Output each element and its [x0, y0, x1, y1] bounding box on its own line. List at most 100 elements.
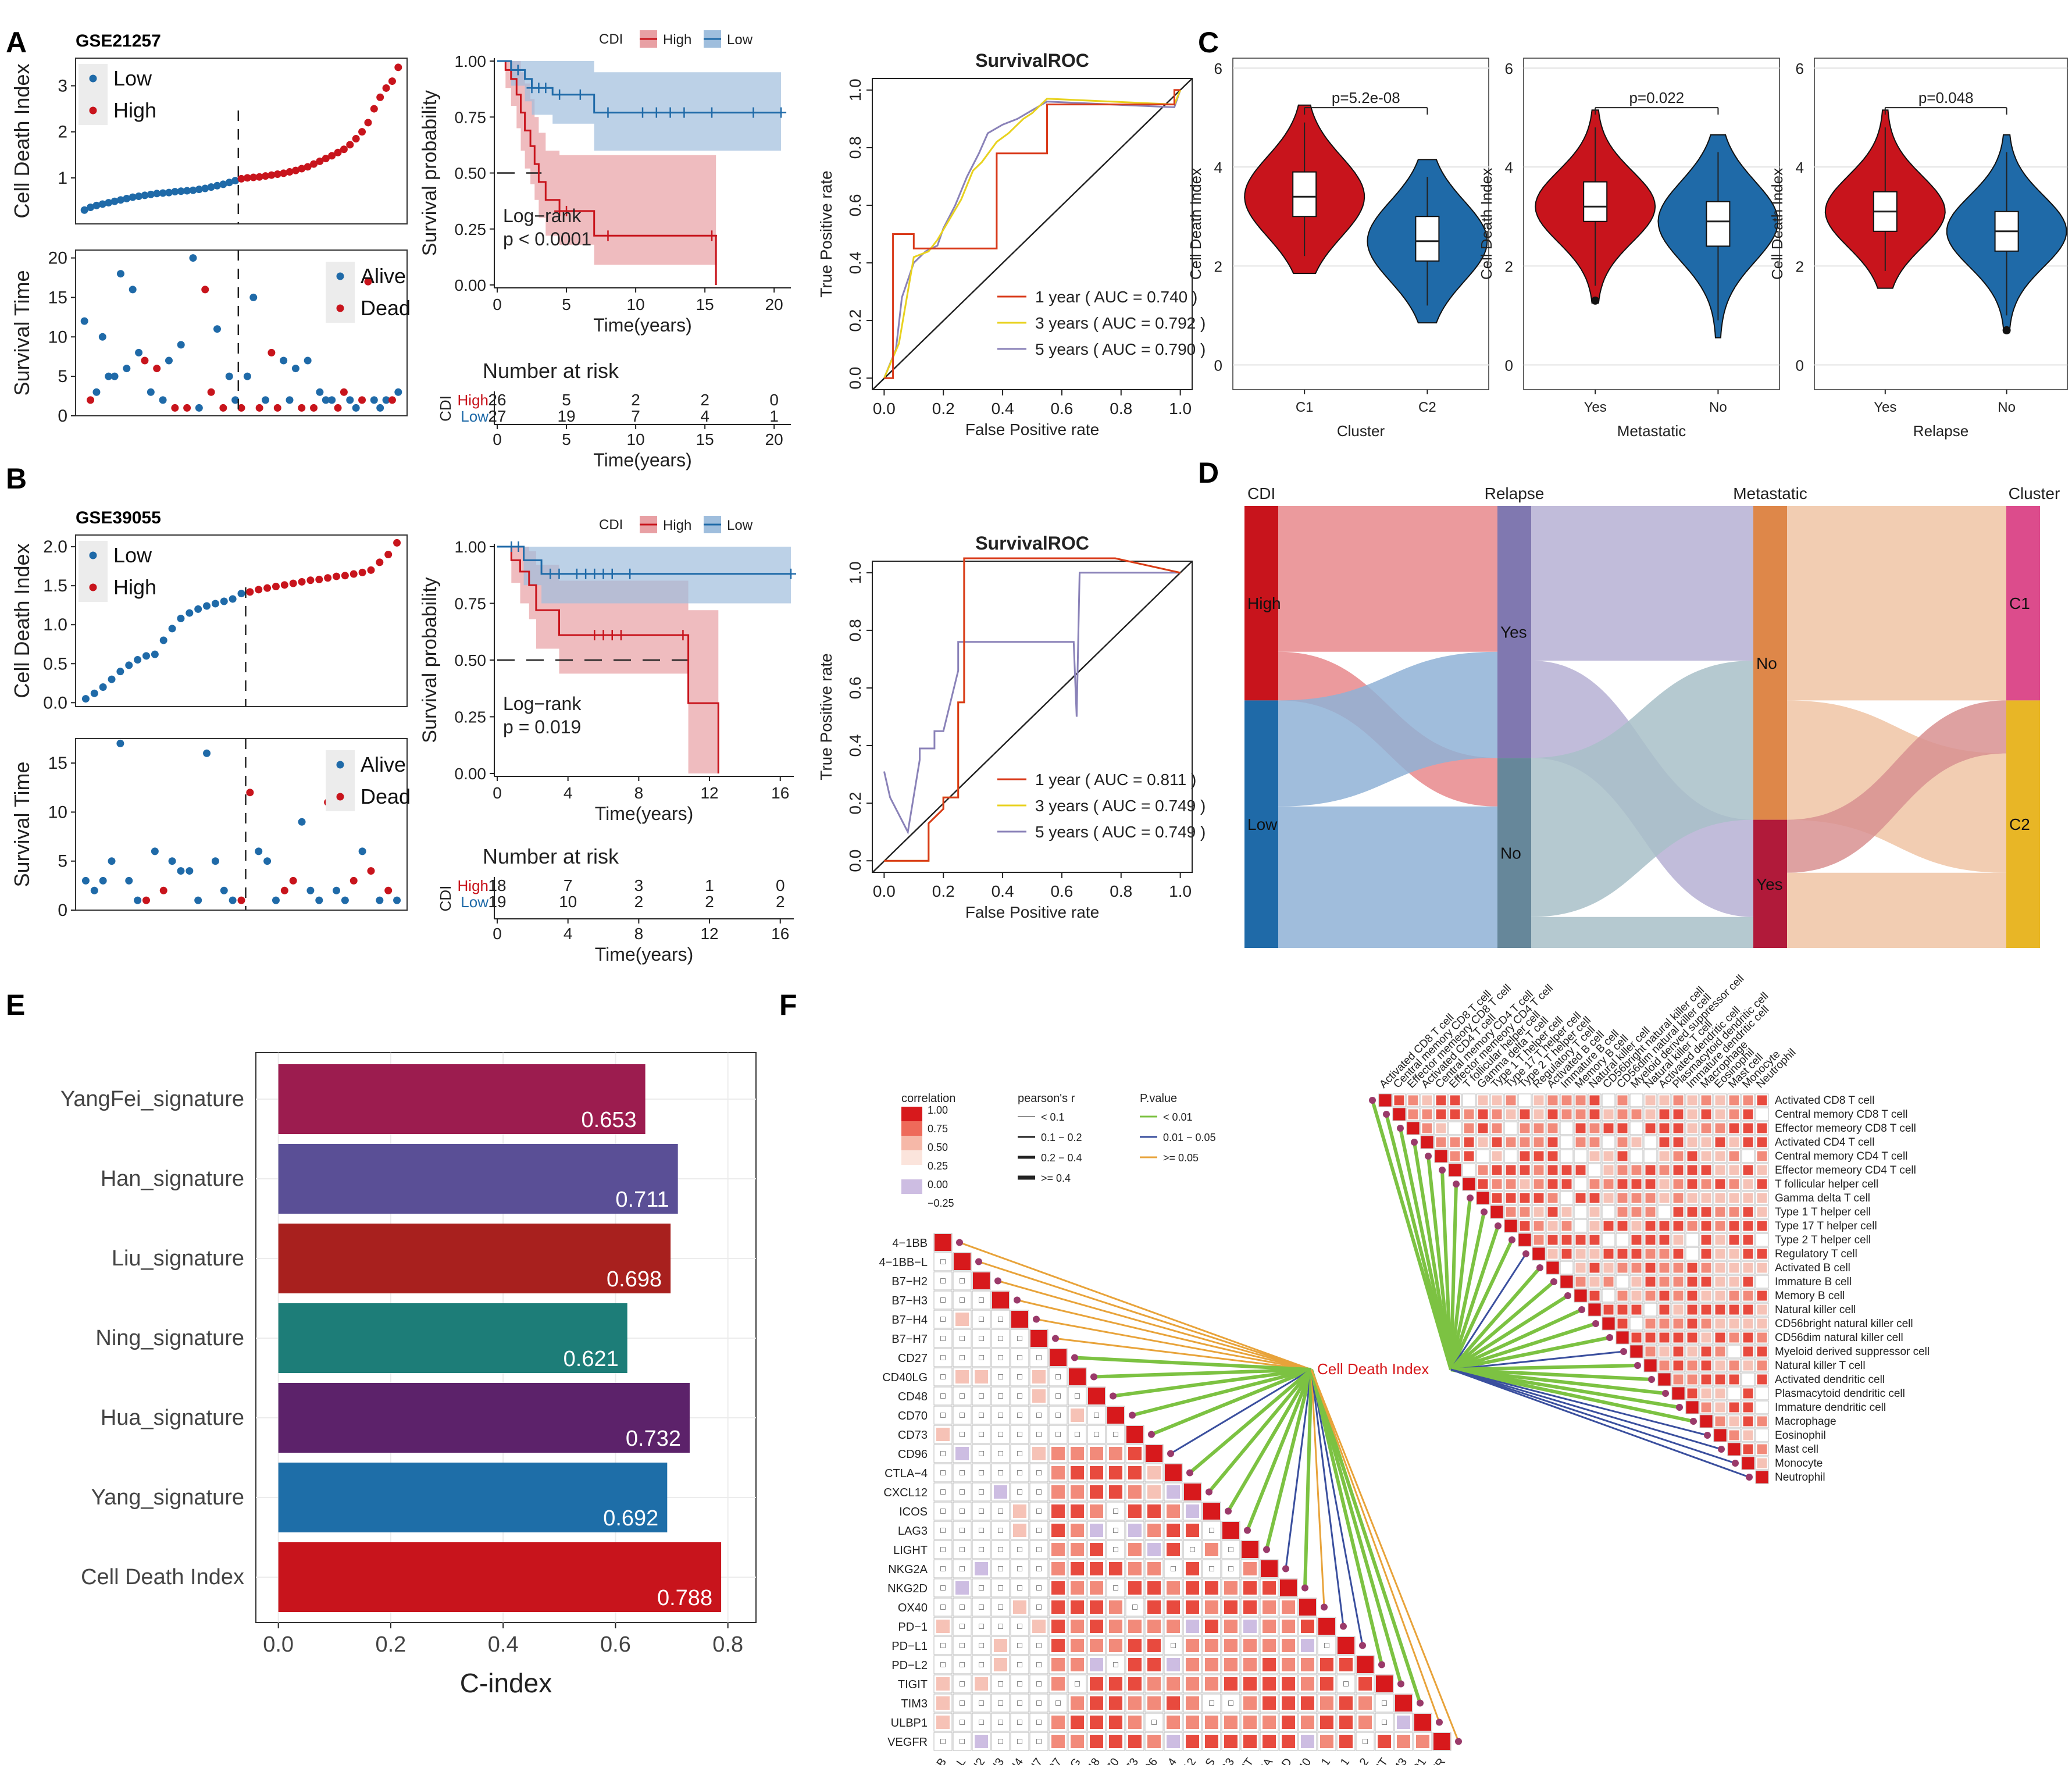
- B_cdi-point: [168, 625, 176, 633]
- F-cell-cell-fill: [1547, 1179, 1558, 1189]
- F-checkpoint-cell-fill: [940, 1470, 946, 1475]
- F-cell-cell-fill: [1691, 1238, 1694, 1242]
- F-checkpoint-label: VEGFR: [887, 1736, 928, 1749]
- F-cell-cell-fill: [1757, 1458, 1767, 1468]
- F-cell-cell-fill: [1506, 1207, 1516, 1217]
- F-checkpoint-cell-fill: [998, 1432, 1003, 1437]
- B_km-ytick-label: 1.00: [455, 538, 487, 556]
- F-cell-cell-fill: [1547, 1151, 1558, 1161]
- B_roc-ytick-label: 0.4: [846, 734, 864, 757]
- B_time-point: [272, 896, 280, 904]
- F-cell-cell-fill: [1492, 1193, 1502, 1203]
- F-cell-cell-fill: [1645, 1179, 1656, 1189]
- F-checkpoint-cell-fill: [1051, 1639, 1065, 1652]
- D-axis-label: Relapse: [1485, 484, 1545, 502]
- A_cdi-point: [195, 186, 203, 194]
- F-cell-cell-fill: [1631, 1235, 1642, 1245]
- A_time-point: [310, 404, 318, 412]
- F-checkpoint-cell-fill: [1167, 1696, 1180, 1710]
- A_km-risk-value: 1: [769, 407, 779, 425]
- C-metastatic-xtick-label: Yes: [1584, 400, 1607, 415]
- F-cell-cell-fill: [1504, 1220, 1517, 1232]
- F-checkpoint-label: CXCL12: [883, 1486, 928, 1499]
- F-cell-cell-fill: [1715, 1360, 1725, 1371]
- F-checkpoint-cell-fill: [955, 1447, 969, 1460]
- F-checkpoint-cell-fill: [1071, 1620, 1084, 1633]
- E-bar-6: [278, 1542, 722, 1612]
- F-checkpoint-cell-fill: [1071, 1600, 1084, 1614]
- F-cell-cell-fill: [1673, 1318, 1684, 1329]
- F-cell-label: Myeloid derived suppressor cell: [1775, 1346, 1930, 1358]
- F-checkpoint-cell-fill: [1017, 1720, 1022, 1725]
- E-value-label: 0.788: [657, 1586, 712, 1610]
- F-checkpoint-cell-fill: [1147, 1562, 1161, 1575]
- A_roc-ytick-label: 0.4: [846, 252, 864, 274]
- F-checkpoint-cell-fill: [1036, 1489, 1042, 1495]
- F-cell-cell-fill: [1589, 1137, 1600, 1147]
- F-cell-cell-fill: [1659, 1360, 1670, 1371]
- F-checkpoint-cell-fill: [998, 1547, 1003, 1552]
- F-cell-cell-fill: [1645, 1109, 1656, 1119]
- F-checkpoint-cell-fill: [1109, 1600, 1122, 1614]
- F-cell-cell-fill: [1760, 1406, 1764, 1409]
- F-checkpoint-cell-fill: [1301, 1696, 1314, 1710]
- A_cdi-point: [237, 174, 245, 183]
- F-cell-cell-fill: [1520, 1221, 1530, 1231]
- A_km-risk-value: 19: [557, 407, 575, 425]
- F-cell-cell-fill: [1436, 1109, 1446, 1119]
- F-checkpoint-cell-fill: [1017, 1374, 1022, 1379]
- A_roc-xtick-label: 1.0: [1169, 400, 1192, 418]
- A_time-point: [364, 277, 372, 286]
- F-cell-cell-fill: [1436, 1137, 1446, 1147]
- F-checkpoint-cell-fill: [1186, 1562, 1199, 1575]
- F-checkpoint-cell-fill: [1094, 1413, 1099, 1418]
- F-checkpoint-cell-fill: [1243, 1677, 1257, 1691]
- F-cell-cell-fill: [1631, 1304, 1642, 1315]
- F-cell-cell-fill: [1743, 1290, 1753, 1301]
- B_time-legend-label: Alive: [361, 753, 406, 776]
- F-cell-cell-fill: [1506, 1109, 1516, 1119]
- F-checkpoint-cell-fill: [1036, 1355, 1042, 1360]
- A_cdi-point: [153, 190, 161, 198]
- F-cell-cell-fill: [1715, 1388, 1725, 1399]
- F-checkpoint-cell-fill: [940, 1355, 946, 1360]
- F-checkpoint-cell-fill: [979, 1643, 984, 1648]
- F-checkpoint-cell-fill: [1282, 1696, 1295, 1710]
- F-checkpoint-cell-fill: [1051, 1581, 1065, 1595]
- F-cell-cell-fill: [1603, 1276, 1614, 1287]
- F-cell-label: Memory B cell: [1775, 1290, 1845, 1302]
- F-cell-cell-fill: [1729, 1221, 1739, 1231]
- F-cell-cell-fill: [1579, 1224, 1582, 1228]
- F-checkpoint-cell-fill: [1433, 1733, 1450, 1750]
- F-cell-cell-fill: [1673, 1179, 1684, 1189]
- F-checkpoint-link: [1310, 1369, 1440, 1723]
- F-checkpoint-cell-fill: [1261, 1560, 1278, 1577]
- F-cell-link-node: [1690, 1418, 1697, 1425]
- F-cell-link: [1426, 1156, 1453, 1370]
- F-checkpoint-link-node: [1071, 1354, 1078, 1361]
- A_cdi-ytick-label: 2: [58, 123, 67, 142]
- F-checkpoint-cell-fill: [1167, 1581, 1180, 1595]
- F-cell-cell-fill: [1607, 1294, 1610, 1297]
- F-cell-cell-fill: [1588, 1303, 1601, 1316]
- F-cell-cell-fill: [1492, 1109, 1502, 1119]
- F-cell-cell-fill: [1757, 1137, 1767, 1147]
- F-cell-cell-fill: [1575, 1165, 1586, 1175]
- B_roc-legend-label: 5 years ( AUC = 0.749 ): [1035, 823, 1206, 841]
- F-checkpoint-link-node: [1436, 1718, 1443, 1726]
- A_time-legend-swatch: [336, 272, 344, 280]
- F-cell-cell-fill: [1607, 1140, 1610, 1144]
- F-checkpoint-cell-fill: [1280, 1579, 1297, 1596]
- F-cell-cell-fill: [1649, 1308, 1652, 1311]
- F-cell-cell-fill: [1701, 1263, 1711, 1273]
- F-checkpoint-cell-fill: [1301, 1658, 1314, 1671]
- F-checkpoint-label: LAG3: [898, 1525, 928, 1538]
- C-metastatic-xtick-label: No: [1709, 400, 1727, 415]
- C-cluster-ytick-label: 0: [1214, 356, 1222, 374]
- F-cell-cell-fill: [1565, 1126, 1568, 1130]
- B_km-risk-xtick-label: 4: [564, 925, 573, 943]
- F-checkpoint-cell-fill: [1128, 1562, 1142, 1575]
- B_time-point: [376, 896, 384, 904]
- F-checkpoint-cell-fill: [1147, 1504, 1161, 1518]
- F-checkpoint-link: [1170, 1368, 1312, 1454]
